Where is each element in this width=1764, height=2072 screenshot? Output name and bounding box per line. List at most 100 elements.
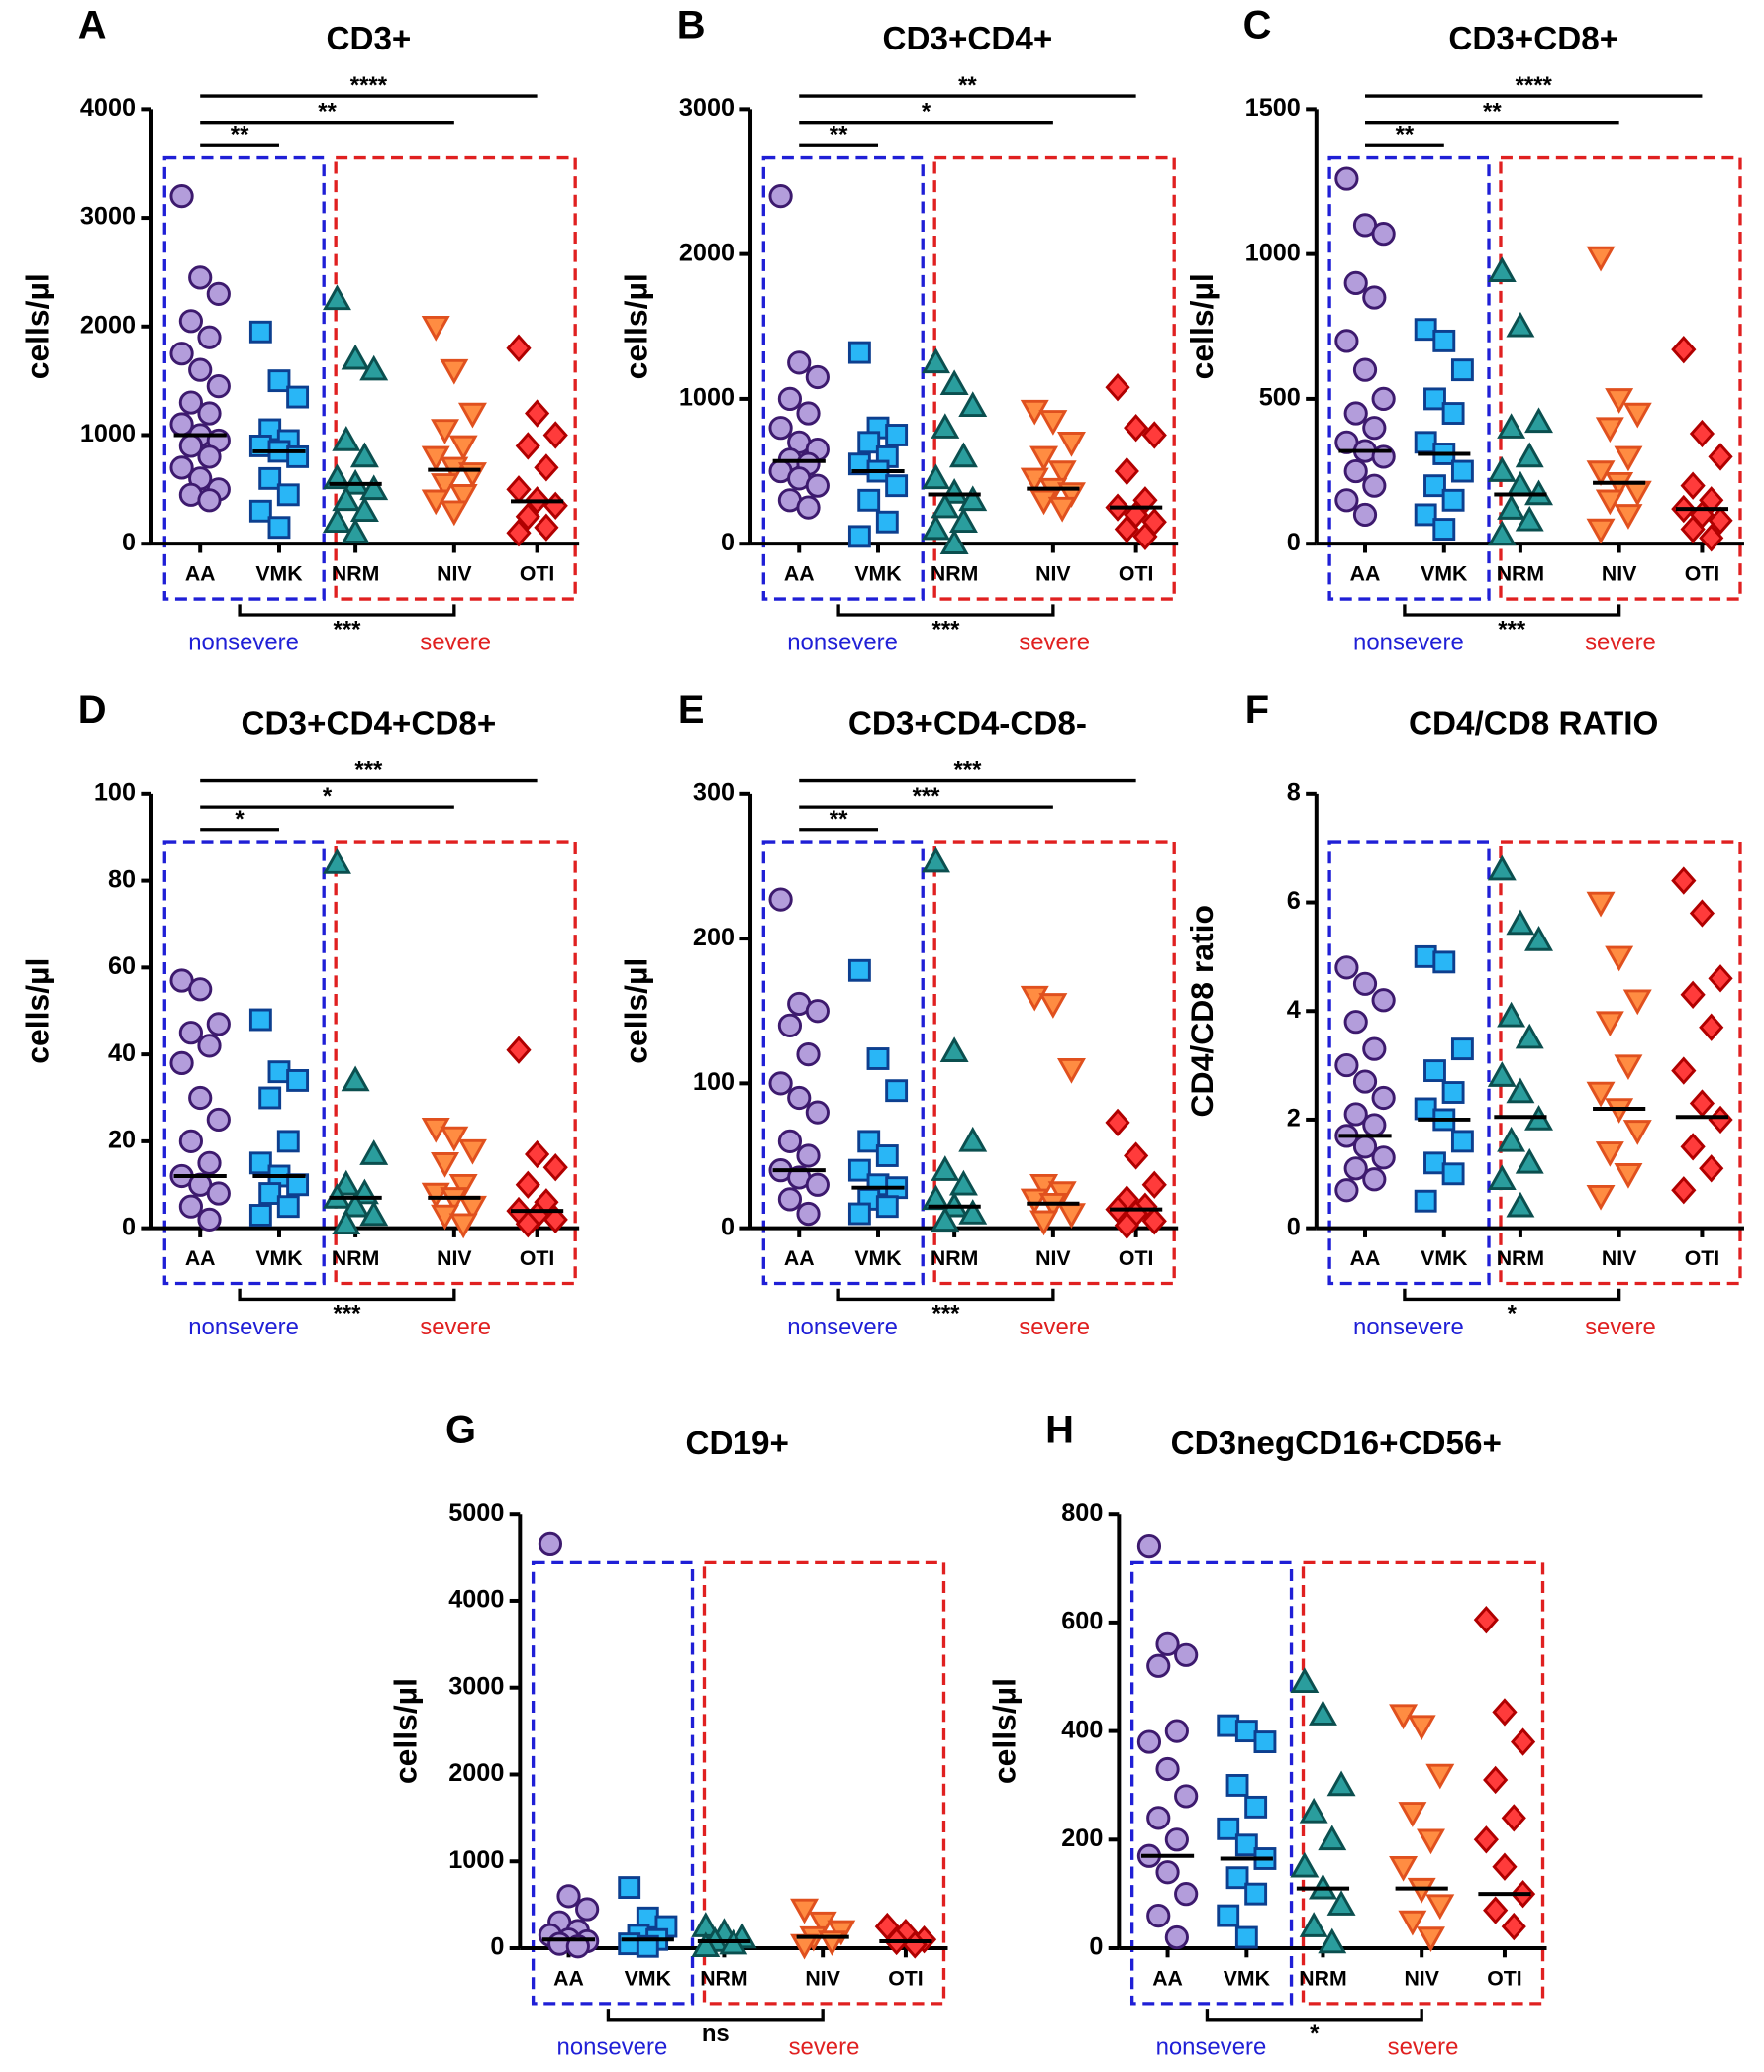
y-axis-label: cells/µl [1184,273,1220,379]
point [1671,1176,1697,1205]
point [440,1126,469,1152]
point [341,1191,370,1218]
point [1362,1167,1387,1192]
point [197,325,222,349]
group-comparison-label: * [1508,1301,1518,1328]
group-comparison-label: *** [1498,616,1526,642]
point [805,999,830,1024]
point [188,977,213,1002]
panel-title: CD3negCD16+CD56+ [1171,1426,1502,1462]
x-tick-label: AA [1350,1246,1381,1270]
panel-title: CD3+ [326,21,411,57]
point [1708,443,1733,471]
group-box [334,840,577,1286]
point [1244,1795,1268,1819]
point [286,385,310,409]
point [1318,1927,1347,1954]
point [359,474,389,501]
point [796,401,821,426]
point [1497,413,1526,439]
point [248,1204,272,1227]
point [169,184,194,209]
point [542,1153,568,1182]
panel-title: CD19+ [686,1426,789,1462]
point [958,391,988,417]
point [1343,401,1368,426]
group-box [162,840,326,1286]
point [506,475,532,504]
point [939,529,969,554]
point [197,1034,222,1058]
x-tick-label: NIV [1602,1246,1637,1270]
comparison-label: *** [913,783,941,810]
point [332,426,361,451]
x-tick-label: NRM [1299,1967,1346,1991]
x-tick-label: VMK [1224,1967,1271,1991]
point [515,432,540,460]
y-tick-label: 0 [721,529,735,556]
point [169,1050,194,1075]
point [1689,419,1715,448]
point [768,1071,793,1096]
group-label: nonsevere [188,630,299,656]
y-tick-label: 60 [108,952,136,980]
group-label: severe [1019,630,1090,656]
point [515,1210,540,1238]
point [1506,1077,1535,1104]
point [939,1036,969,1062]
point [777,1013,803,1037]
point [286,1069,310,1092]
point [1425,1763,1455,1790]
point [1290,1667,1320,1694]
point [1473,1825,1499,1854]
point [1515,442,1544,468]
point [1343,1102,1368,1127]
y-tick-label: 3000 [448,1672,504,1700]
x-tick-label: NIV [437,562,472,586]
point [875,1144,899,1167]
comparison-label: ** [830,806,848,833]
x-tick-label: NIV [1404,1967,1439,1991]
panel-letter: B [677,3,706,47]
group-bracket [1403,604,1621,617]
point [206,374,231,399]
y-tick-label: 20 [108,1127,136,1154]
y-tick-label: 6 [1287,887,1301,915]
x-tick-label: NRM [1497,1246,1544,1270]
y-tick-label: 40 [108,1039,136,1067]
y-tick-label: 1000 [1245,239,1301,266]
panel-title: CD3+CD4-CD8- [848,705,1087,741]
point [1417,1926,1445,1952]
point [1441,402,1465,425]
point [1105,1108,1130,1137]
point [575,1897,600,1922]
point [1689,1089,1715,1118]
x-tick-label: VMK [255,1246,303,1270]
group-label: severe [789,2033,860,2060]
group-box [531,1560,695,2006]
point [506,334,532,362]
y-tick-label: 4 [1287,996,1301,1024]
point [197,444,222,469]
point [796,1201,821,1227]
point [1217,1817,1240,1840]
point [1487,854,1517,881]
group-comparison-label: *** [932,616,961,642]
point [1217,1904,1240,1927]
point [1136,1534,1162,1559]
point [922,846,950,873]
point [1671,866,1697,895]
y-tick-label: 4000 [80,94,136,122]
group-label: severe [1388,2033,1459,2060]
point [1029,1173,1059,1200]
point [178,1129,203,1153]
point [847,958,871,982]
point [1441,1081,1465,1104]
point [178,390,203,415]
point [448,435,478,461]
panel-letter: A [78,3,107,47]
point [258,1182,282,1205]
point [1605,388,1634,414]
point [1497,1001,1526,1028]
point [1483,1896,1509,1924]
